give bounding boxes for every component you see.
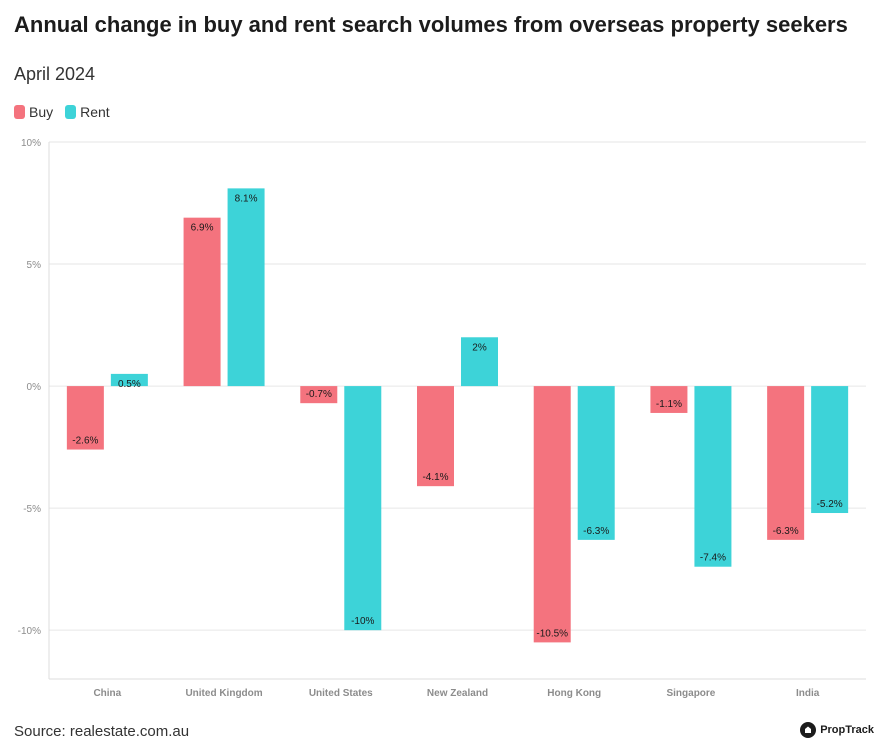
x-tick-label: United States xyxy=(309,688,373,699)
bar-buy[interactable] xyxy=(417,386,454,487)
x-tick-label: United Kingdom xyxy=(185,688,262,699)
y-tick-label: 5% xyxy=(27,260,42,271)
bar-chart: 10% 5% 0% -5% -10% -2.6% 0.5% China 6.9% 8.1% Unit… xyxy=(18,138,866,699)
chart-subtitle: April 2024 xyxy=(14,64,96,84)
bar-buy[interactable] xyxy=(300,386,338,404)
data-label: -10% xyxy=(351,616,374,627)
data-label: -6.3% xyxy=(583,526,609,537)
x-tick-label: New Zealand xyxy=(427,688,488,699)
data-label: 6.9% xyxy=(191,223,214,234)
legend-swatch-buy xyxy=(14,105,25,119)
brand-logo: PropTrack xyxy=(800,722,874,738)
bar-rent[interactable] xyxy=(344,386,382,631)
x-tick-label: China xyxy=(93,688,121,699)
data-label: -2.6% xyxy=(72,436,98,447)
bar-buy[interactable] xyxy=(183,217,221,387)
bar-rent[interactable] xyxy=(577,386,615,540)
bar-buy[interactable] xyxy=(650,386,688,413)
x-tick-label: India xyxy=(796,688,820,699)
data-label: 8.1% xyxy=(235,193,258,204)
bar-rent[interactable] xyxy=(110,373,148,387)
data-label: 0.5% xyxy=(118,379,141,390)
y-tick-label: 0% xyxy=(27,382,42,393)
data-label: -10.5% xyxy=(536,628,568,639)
legend-item-rent[interactable]: Rent xyxy=(65,104,110,120)
legend-label-buy: Buy xyxy=(29,104,54,120)
data-label: -7.4% xyxy=(700,553,726,564)
bar-buy[interactable] xyxy=(533,386,571,643)
data-label: -0.7% xyxy=(306,389,332,400)
x-tick-label: Singapore xyxy=(666,688,715,699)
data-label: -1.1% xyxy=(656,399,682,410)
proptrack-logo-icon xyxy=(800,722,817,738)
chart-title: Annual change in buy and rent search vol… xyxy=(14,12,848,37)
data-label: -6.3% xyxy=(773,526,799,537)
bar-buy[interactable] xyxy=(767,386,805,540)
legend-item-buy[interactable]: Buy xyxy=(14,104,53,120)
bar-rent[interactable] xyxy=(811,386,849,514)
legend-label-rent: Rent xyxy=(80,104,110,120)
data-label: -4.1% xyxy=(422,472,448,483)
x-tick-label: Hong Kong xyxy=(547,688,601,699)
bar-rent[interactable] xyxy=(227,188,265,387)
bar-buy[interactable] xyxy=(66,386,104,450)
data-label: -5.2% xyxy=(817,499,843,510)
source-note: Source: realestate.com.au xyxy=(14,723,190,740)
legend-swatch-rent xyxy=(65,105,77,119)
y-tick-label: -10% xyxy=(18,626,41,637)
bar-rent[interactable] xyxy=(461,337,498,387)
brand-name: PropTrack xyxy=(820,724,874,736)
data-label: 2% xyxy=(472,342,487,353)
bar-rent[interactable] xyxy=(694,386,732,567)
legend: Buy Rent xyxy=(14,104,122,120)
y-tick-label: 10% xyxy=(21,138,41,149)
y-tick-label: -5% xyxy=(23,504,41,515)
